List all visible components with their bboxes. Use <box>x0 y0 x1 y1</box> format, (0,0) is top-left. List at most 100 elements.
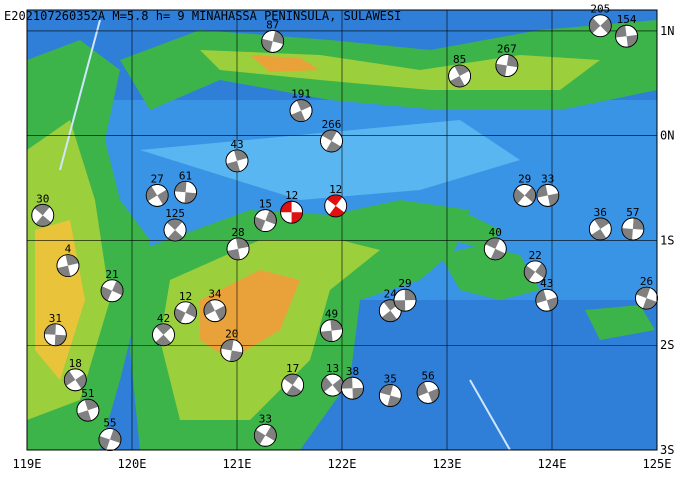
beachball-quadrant <box>155 334 172 346</box>
beachball <box>321 373 344 397</box>
beachball-quadrant <box>506 54 518 68</box>
beachball <box>225 149 249 173</box>
beachball-quadrant <box>112 280 124 296</box>
beachball-quadrant <box>166 218 183 230</box>
y-tick-label: 1S <box>660 233 674 247</box>
depth-label: 85 <box>453 53 466 66</box>
depth-label: 24 <box>384 288 398 301</box>
beachball <box>448 64 472 88</box>
beachball-outline <box>100 279 124 303</box>
beachball <box>483 237 507 261</box>
beachball-outline <box>43 323 67 347</box>
depth-label: 22 <box>529 249 542 262</box>
beachball-quadrant <box>320 330 333 342</box>
beachball <box>56 254 80 278</box>
y-tick-label: 1N <box>660 24 674 38</box>
depth-label: 33 <box>259 412 272 425</box>
beachball-quadrant <box>381 310 398 322</box>
beachball-quadrant <box>615 25 627 38</box>
beachball <box>280 200 304 224</box>
map-title: E202107260352A M=5.8 h= 9 MINAHASSA PENI… <box>4 9 401 23</box>
beachball-quadrant <box>332 378 344 394</box>
depth-label: 35 <box>384 373 397 386</box>
depth-label: 42 <box>157 312 170 325</box>
beachball <box>152 323 175 347</box>
beachball <box>289 99 313 122</box>
beachball-quadrant <box>594 217 610 229</box>
beachball-quadrant <box>326 194 343 206</box>
beachball-outline <box>203 299 227 323</box>
beachball-quadrant <box>417 382 429 397</box>
depth-label: 267 <box>497 43 517 56</box>
beachball <box>253 423 277 447</box>
beachball <box>174 180 197 204</box>
beachball-quadrant <box>600 18 612 34</box>
beachball-quadrant <box>57 265 71 277</box>
beachball <box>324 194 348 218</box>
depth-label: 12 <box>329 183 342 196</box>
beachball-outline <box>615 24 638 48</box>
beachball-outline <box>56 254 80 278</box>
beachball-quadrant <box>220 339 234 351</box>
beachball-quadrant <box>280 201 292 213</box>
beachball-quadrant <box>291 212 303 224</box>
beachball-quadrant <box>589 17 601 34</box>
beachball-outline <box>378 384 402 407</box>
depth-label: 87 <box>266 18 279 31</box>
beachball-outline <box>495 54 519 77</box>
beachball-quadrant <box>75 373 87 389</box>
depth-label: 57 <box>626 206 639 219</box>
beachball <box>615 24 638 48</box>
beachball <box>536 184 560 207</box>
depth-label: 29 <box>518 172 531 185</box>
beachball-quadrant <box>490 248 506 260</box>
beachball-outline <box>253 423 277 447</box>
beachball-quadrant <box>157 189 169 205</box>
beachball-outline <box>393 288 417 312</box>
beachball-outline <box>163 218 187 242</box>
beachball-quadrant <box>286 385 302 397</box>
depth-label: 34 <box>208 288 222 301</box>
beachball-quadrant <box>449 76 465 88</box>
beachball-quadrant <box>34 204 50 216</box>
beachball-outline <box>324 194 348 218</box>
depth-label: 125 <box>165 207 185 220</box>
beachball-outline <box>225 149 249 173</box>
beachball-quadrant <box>321 129 337 141</box>
depth-label: 13 <box>326 362 339 375</box>
depth-label: 55 <box>103 417 116 430</box>
depth-label: 4 <box>65 243 72 256</box>
beachball-quadrant <box>535 263 547 279</box>
beachball-quadrant <box>428 388 440 403</box>
beachball <box>98 428 122 451</box>
beachball-quadrant <box>229 350 243 362</box>
x-tick-label: 123E <box>433 457 462 471</box>
beachball <box>226 237 250 261</box>
beachball-quadrant <box>283 374 299 386</box>
beachball-outline <box>416 380 440 404</box>
beachball-quadrant <box>167 230 184 242</box>
y-tick-label: 0N <box>660 129 674 143</box>
beachball-outline <box>253 209 277 232</box>
beachball-quadrant <box>329 205 345 217</box>
beachball-quadrant <box>155 323 172 335</box>
beachball <box>320 319 343 342</box>
beachball-quadrant <box>203 300 215 316</box>
beachball-outline <box>226 237 250 261</box>
beachball-quadrant <box>35 215 52 227</box>
depth-label: 33 <box>541 172 554 185</box>
beachball-outline <box>448 64 472 88</box>
beachball-quadrant <box>235 237 249 249</box>
x-tick-label: 125E <box>643 457 672 471</box>
beachball-outline <box>536 184 560 207</box>
beachball <box>63 368 87 392</box>
beachball <box>535 288 559 312</box>
beachball-outline <box>281 373 305 397</box>
y-tick-label: 3S <box>660 443 674 457</box>
depth-label: 154 <box>617 13 637 26</box>
depth-label: 28 <box>231 226 244 239</box>
beachball <box>261 30 285 53</box>
beachball-quadrant <box>547 193 559 207</box>
